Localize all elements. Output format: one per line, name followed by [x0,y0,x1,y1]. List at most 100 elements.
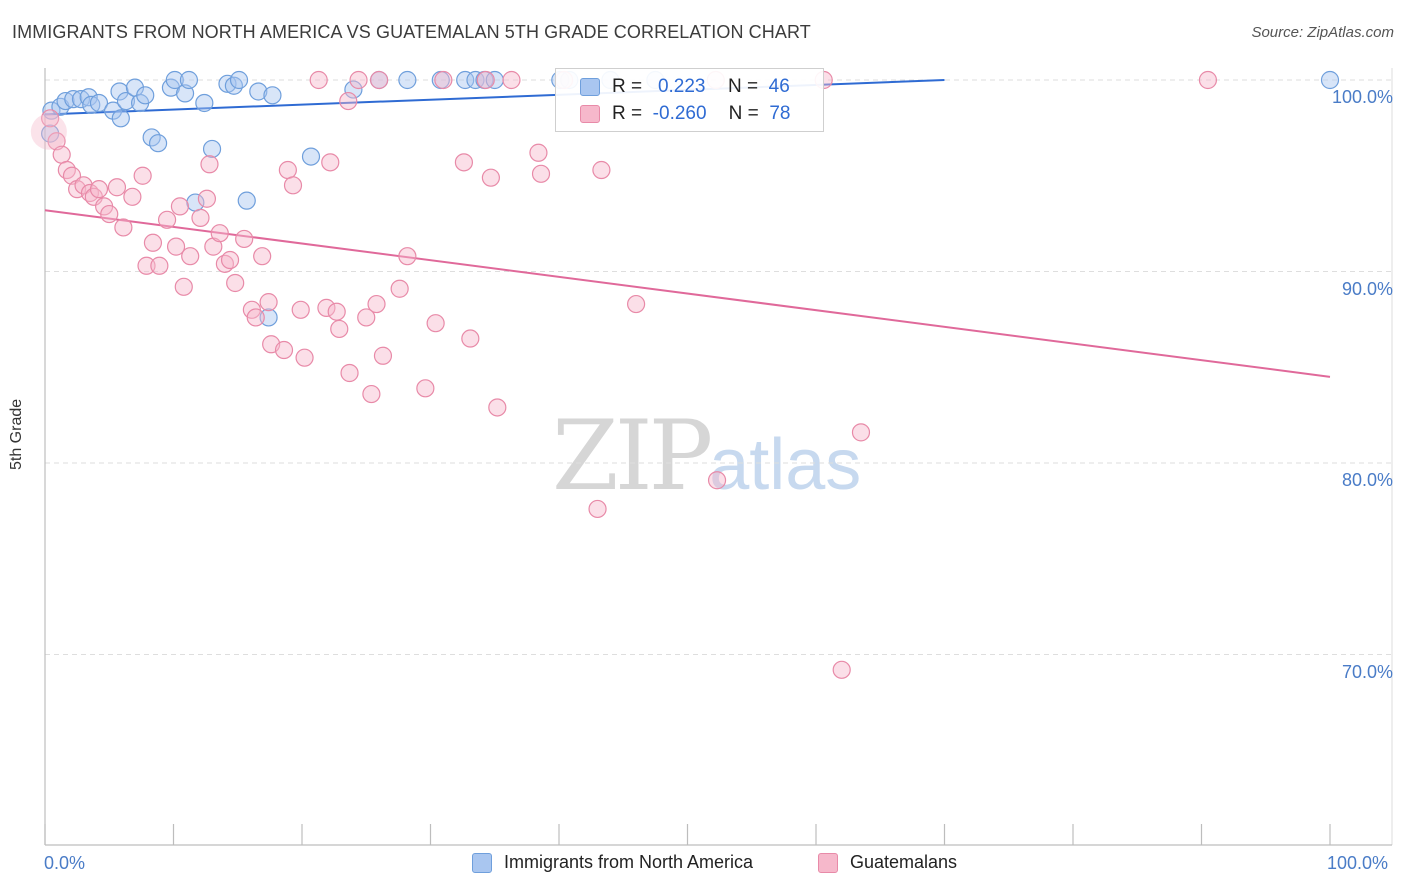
point-guatemalans [150,256,169,275]
legend-swatch-pink [580,105,600,123]
point-guatemalans [321,153,340,172]
point-cluster [30,113,67,150]
point-guatemalans [253,247,272,266]
point-immigrants-north-america [136,86,155,105]
y-tick-label: 70.0% [1341,661,1393,682]
point-guatemalans [327,302,346,321]
legend-n-label: N = [728,103,759,124]
point-guatemalans [133,166,152,185]
point-immigrants-north-america [344,80,363,99]
point-guatemalans [174,277,193,296]
point-guatemalans [707,471,727,490]
point-immigrants-north-america [42,101,61,120]
point-immigrants-north-america [1320,70,1340,90]
point-guatemalans [295,348,314,367]
point-guatemalans [592,160,611,180]
point-immigrants-north-america [116,91,136,111]
point-immigrants-north-america [202,139,222,159]
point-immigrants-north-america [456,70,475,90]
point-guatemalans [57,160,76,180]
y-tick-label: 100.0% [1331,87,1393,107]
legend-row-blue: R = 0.223 N = 46 [580,74,790,100]
correlation-legend: R = 0.223 N = 46 R = -0.260 N = 78 [555,68,824,132]
point-guatemalans [367,294,386,314]
x-tick-label-min: 0.0% [44,853,86,873]
point-guatemalans [274,340,294,360]
zipatlas-watermark: ZIPatlas [552,400,861,512]
legend-label: Immigrants from North America [504,852,754,872]
point-guatemalans [291,300,310,319]
point-guatemalans [226,273,245,293]
point-guatemalans [89,180,109,199]
point-guatemalans [476,70,495,90]
data-points [30,70,1340,679]
point-guatemalans [416,379,435,398]
legend-item-guatemalans[interactable]: Guatemalans [818,852,957,873]
point-immigrants-north-america [111,109,130,128]
point-guatemalans [461,329,480,348]
y-tick-label: 90.0% [1341,278,1393,299]
point-guatemalans [339,91,358,111]
point-immigrants-north-america [89,93,109,113]
legend-label: Guatemalans [850,852,958,872]
point-guatemalans [220,250,240,270]
point-guatemalans [259,293,278,312]
point-guatemalans [398,247,417,266]
point-guatemalans [832,660,851,679]
point-guatemalans [197,189,217,208]
point-immigrants-north-america [259,308,278,327]
point-immigrants-north-america [165,70,184,90]
point-guatemalans [529,143,548,162]
legend-swatch-pink [818,852,838,873]
point-immigrants-north-america [104,101,123,120]
point-guatemalans [235,229,254,249]
point-guatemalans [502,70,521,90]
y-tick-label: 80.0% [1341,470,1393,490]
point-guatemalans [143,233,163,252]
point-immigrants-north-america [218,74,237,93]
point-guatemalans [309,70,328,90]
point-guatemalans [210,224,229,243]
point-guatemalans [390,279,409,298]
point-immigrants-north-america [398,70,417,90]
point-guatemalans [166,237,186,256]
legend-n-value: 78 [769,103,791,124]
watermark-zip: ZIP [552,400,713,512]
point-guatemalans [283,176,303,195]
point-immigrants-north-america [64,90,83,109]
point-guatemalans [434,70,453,90]
point-immigrants-north-america [249,82,268,101]
point-guatemalans [626,294,646,314]
point-guatemalans [330,319,349,339]
point-guatemalans [191,208,210,227]
point-guatemalans [200,155,219,174]
legend-n-value: 46 [768,76,790,97]
series-legend: Immigrants from North America Guatemalan… [0,852,1406,878]
legend-n-label: N = [727,76,759,97]
point-guatemalans [137,256,156,275]
point-guatemalans [246,308,265,327]
legend-swatch-blue [472,852,492,873]
point-guatemalans [107,178,127,197]
point-guatemalans [481,168,500,187]
point-immigrants-north-america [224,76,243,95]
legend-item-immigrants-north-america[interactable]: Immigrants from North America [472,852,753,873]
point-immigrants-north-america [263,86,282,105]
watermark-atlas: atlas [709,425,862,505]
point-immigrants-north-america [229,70,249,90]
point-immigrants-north-america [148,134,168,153]
point-immigrants-north-america [179,70,199,90]
point-guatemalans [278,160,297,180]
point-guatemalans [426,314,445,333]
point-guatemalans [349,70,368,90]
point-guatemalans [317,298,336,317]
point-immigrants-north-america [175,84,195,103]
chart-title: IMMIGRANTS FROM NORTH AMERICA VS GUATEMA… [12,22,811,42]
point-guatemalans [851,423,871,442]
point-immigrants-north-america [195,93,214,113]
point-guatemalans [52,145,71,164]
point-guatemalans [181,247,200,266]
point-immigrants-north-america [110,82,129,101]
legend-row-pink: R = -0.260 N = 78 [580,101,790,127]
